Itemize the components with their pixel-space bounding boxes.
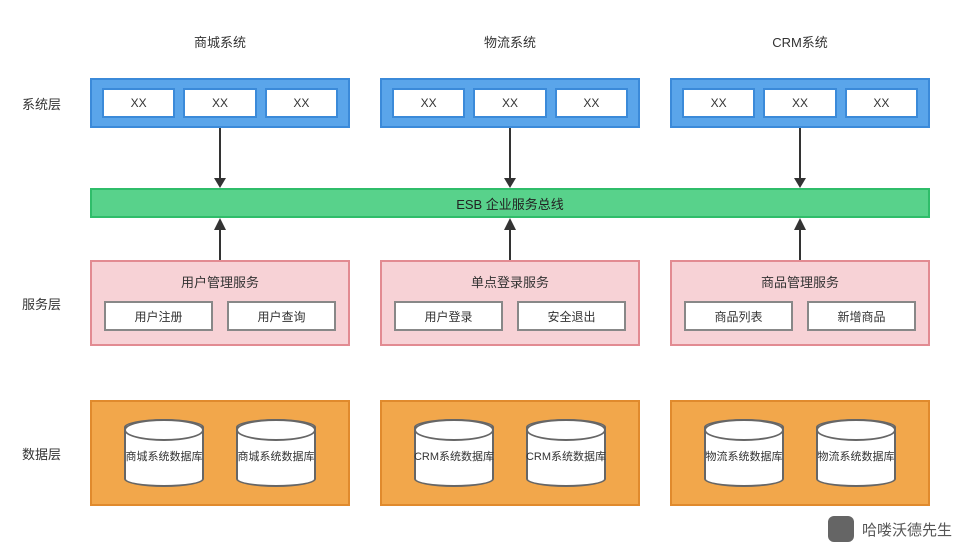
watermark-avatar-icon — [828, 516, 854, 542]
data-box-1: CRM系统数据库 CRM系统数据库 — [380, 400, 640, 506]
watermark: 哈喽沃德先生 — [828, 516, 952, 542]
service-item: 商品列表 — [684, 301, 793, 331]
database-icon: 物流系统数据库 — [694, 413, 794, 493]
arrow-down-icon — [213, 128, 227, 188]
db-label: CRM系统数据库 — [404, 448, 504, 464]
system-module: XX — [682, 88, 755, 118]
system-module: XX — [473, 88, 546, 118]
system-module: XX — [555, 88, 628, 118]
row-label-system: 系统层 — [22, 94, 61, 113]
database-icon: 商城系统数据库 — [226, 413, 326, 493]
database-icon: CRM系统数据库 — [516, 413, 616, 493]
row-label-service: 服务层 — [22, 294, 61, 313]
service-box-1: 单点登录服务 用户登录 安全退出 — [380, 260, 640, 346]
system-module: XX — [392, 88, 465, 118]
data-box-0: 商城系统数据库 商城系统数据库 — [90, 400, 350, 506]
service-item: 用户登录 — [394, 301, 503, 331]
system-title-2: CRM系统 — [670, 32, 930, 51]
system-module: XX — [763, 88, 836, 118]
service-item: 新增商品 — [807, 301, 916, 331]
database-icon: 物流系统数据库 — [806, 413, 906, 493]
system-box-2: XX XX XX — [670, 78, 930, 128]
row-label-data: 数据层 — [22, 444, 61, 463]
db-label: 物流系统数据库 — [806, 448, 906, 464]
system-box-0: XX XX XX — [90, 78, 350, 128]
db-label: 商城系统数据库 — [226, 448, 326, 464]
system-title-0: 商城系统 — [90, 32, 350, 51]
esb-label: ESB 企业服务总线 — [456, 194, 564, 213]
arrow-up-icon — [793, 218, 807, 260]
data-box-2: 物流系统数据库 物流系统数据库 — [670, 400, 930, 506]
arrow-up-icon — [503, 218, 517, 260]
system-box-1: XX XX XX — [380, 78, 640, 128]
system-module: XX — [265, 88, 338, 118]
system-module: XX — [102, 88, 175, 118]
db-label: 商城系统数据库 — [114, 448, 214, 464]
service-item: 安全退出 — [517, 301, 626, 331]
service-item: 用户注册 — [104, 301, 213, 331]
service-item: 用户查询 — [227, 301, 336, 331]
service-title: 商品管理服务 — [761, 272, 839, 291]
service-title: 单点登录服务 — [471, 272, 549, 291]
system-title-1: 物流系统 — [380, 32, 640, 51]
database-icon: 商城系统数据库 — [114, 413, 214, 493]
arrow-down-icon — [503, 128, 517, 188]
system-module: XX — [845, 88, 918, 118]
service-title: 用户管理服务 — [181, 272, 259, 291]
database-icon: CRM系统数据库 — [404, 413, 504, 493]
architecture-diagram: 系统层 服务层 数据层 商城系统 物流系统 CRM系统 XX XX XX XX … — [0, 0, 962, 550]
system-module: XX — [183, 88, 256, 118]
db-label: CRM系统数据库 — [516, 448, 616, 464]
arrow-up-icon — [213, 218, 227, 260]
service-box-0: 用户管理服务 用户注册 用户查询 — [90, 260, 350, 346]
watermark-text: 哈喽沃德先生 — [862, 519, 952, 540]
arrow-down-icon — [793, 128, 807, 188]
service-box-2: 商品管理服务 商品列表 新增商品 — [670, 260, 930, 346]
esb-bus: ESB 企业服务总线 — [90, 188, 930, 218]
db-label: 物流系统数据库 — [694, 448, 794, 464]
